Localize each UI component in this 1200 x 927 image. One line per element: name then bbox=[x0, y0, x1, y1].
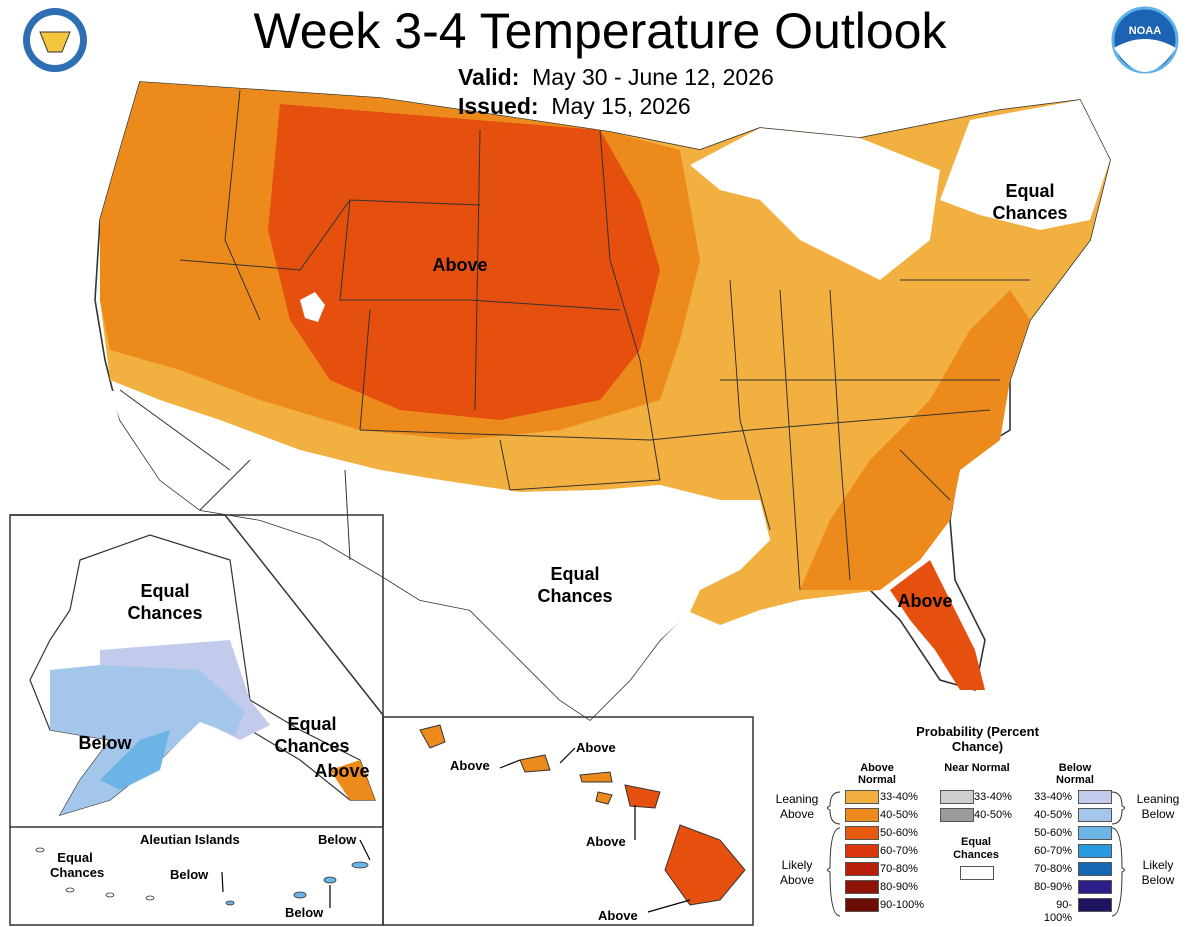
issued-date: May 15, 2026 bbox=[551, 93, 691, 119]
florida-above-label: Above bbox=[897, 591, 953, 611]
hawaii-islands bbox=[419, 724, 746, 906]
legend-below-bin-label: 90-100% bbox=[1043, 899, 1072, 924]
legend-brackets bbox=[827, 791, 1125, 917]
legend-equal-chances: Equal Chances bbox=[953, 836, 999, 861]
legend-ec-swatch bbox=[960, 866, 994, 880]
great-lakes-white bbox=[690, 128, 940, 280]
svg-text:NOAA: NOAA bbox=[1129, 25, 1161, 37]
legend-near-bin-label: 40-50% bbox=[974, 809, 1012, 821]
hawaii-above-3: Above bbox=[586, 834, 626, 849]
legend-above-bin-label: 33-40% bbox=[880, 791, 918, 803]
legend-near-bin-swatch bbox=[940, 790, 974, 804]
alaska-below-50-60 bbox=[100, 730, 170, 790]
legend-below-bin-label: 60-70% bbox=[1034, 845, 1072, 857]
texas-ec-label: Equal Chances bbox=[537, 564, 613, 606]
valid-line: Valid: May 30 - June 12, 2026 bbox=[458, 63, 774, 91]
alaska-ec-se-label: Equal Chances bbox=[274, 714, 350, 756]
aleutian-below-2: Below bbox=[285, 905, 324, 920]
hawaii-above-2: Above bbox=[576, 740, 616, 755]
legend-likely-above: Likely Above bbox=[779, 858, 815, 887]
hawaii-inset-border bbox=[382, 716, 754, 926]
region-above-50-60 bbox=[268, 104, 660, 420]
legend-above-bin-swatch bbox=[845, 844, 879, 858]
legend-above-bin-swatch bbox=[845, 808, 879, 822]
legend-below-header: Below Normal bbox=[1056, 762, 1094, 786]
legend-likely-below: Likely Below bbox=[1141, 858, 1175, 887]
legend-below-bin-swatch bbox=[1078, 844, 1112, 858]
legend-below-bin-label: 80-90% bbox=[1034, 881, 1072, 893]
alaska-ec-north-label: Equal Chances bbox=[127, 581, 203, 623]
hawaii-above-1: Above bbox=[450, 758, 490, 773]
issued-line: Issued: May 15, 2026 bbox=[458, 92, 691, 120]
legend-above-bin-swatch bbox=[845, 898, 879, 912]
legend-below-bin-label: 33-40% bbox=[1034, 791, 1072, 803]
alaska-above-se-label: Above bbox=[314, 761, 370, 781]
aleutian-below-1: Below bbox=[170, 867, 209, 882]
utah-salt-lake bbox=[300, 292, 325, 322]
legend-below-bin-swatch bbox=[1078, 898, 1112, 912]
legend-leaning-above: Leaning Above bbox=[775, 792, 819, 821]
northeast-ec-label: Equal Chances bbox=[992, 181, 1068, 223]
legend-title: Probability (Percent Chance) bbox=[916, 724, 1039, 754]
legend-above-bin-label: 60-70% bbox=[880, 845, 918, 857]
legend-above-bin-label: 90-100% bbox=[880, 899, 925, 911]
valid-label: Valid: bbox=[458, 64, 520, 90]
valid-dates: May 30 - June 12, 2026 bbox=[532, 64, 774, 90]
legend-above-bin-swatch bbox=[845, 880, 879, 894]
legend-below-bin-label: 70-80% bbox=[1034, 863, 1072, 875]
aleutian-ec-label: Equal Chances bbox=[50, 850, 105, 880]
legend-near-bin-swatch bbox=[940, 808, 974, 822]
legend-above-bin-label: 70-80% bbox=[880, 863, 918, 875]
legend-above-bin-swatch bbox=[845, 862, 879, 876]
conus-above-label: Above bbox=[432, 255, 488, 275]
legend-below-bin-label: 50-60% bbox=[1034, 827, 1072, 839]
page-title: Week 3-4 Temperature Outlook bbox=[253, 3, 947, 59]
legend-below-bin-swatch bbox=[1078, 790, 1112, 804]
legend-near-header: Near Normal bbox=[944, 762, 1010, 774]
alaska-below-label: Below bbox=[78, 733, 132, 753]
legend-below-bin-swatch bbox=[1078, 862, 1112, 876]
legend-above-bin-label: 40-50% bbox=[880, 809, 918, 821]
hawaii-above-4: Above bbox=[598, 908, 638, 923]
alaska-se-above bbox=[330, 760, 375, 800]
aleutian-islands bbox=[225, 861, 369, 906]
region-above-40-50-southeast bbox=[800, 290, 1030, 590]
aleutian-title: Aleutian Islands bbox=[140, 832, 240, 847]
region-above-50-60-florida bbox=[890, 560, 985, 690]
legend-below-bin-swatch bbox=[1078, 808, 1112, 822]
legend-below-bin-swatch bbox=[1078, 826, 1112, 840]
aleutian-below-3: Below bbox=[318, 832, 357, 847]
legend-near-bin-label: 33-40% bbox=[974, 791, 1012, 803]
legend-above-bin-label: 50-60% bbox=[880, 827, 918, 839]
state-lines bbox=[119, 89, 1030, 591]
legend-above-bin-swatch bbox=[845, 790, 879, 804]
legend-above-bin-swatch bbox=[845, 826, 879, 840]
legend-below-bin-swatch bbox=[1078, 880, 1112, 894]
legend-below-bin-label: 40-50% bbox=[1034, 809, 1072, 821]
southwest-equal-chances bbox=[110, 390, 770, 720]
legend-above-header: Above Normal bbox=[858, 762, 896, 786]
legend-above-bin-label: 80-90% bbox=[880, 881, 918, 893]
legend-leaning-below: Leaning Below bbox=[1136, 792, 1180, 821]
issued-label: Issued: bbox=[458, 93, 539, 119]
northeast-equal-chances bbox=[940, 100, 1110, 230]
